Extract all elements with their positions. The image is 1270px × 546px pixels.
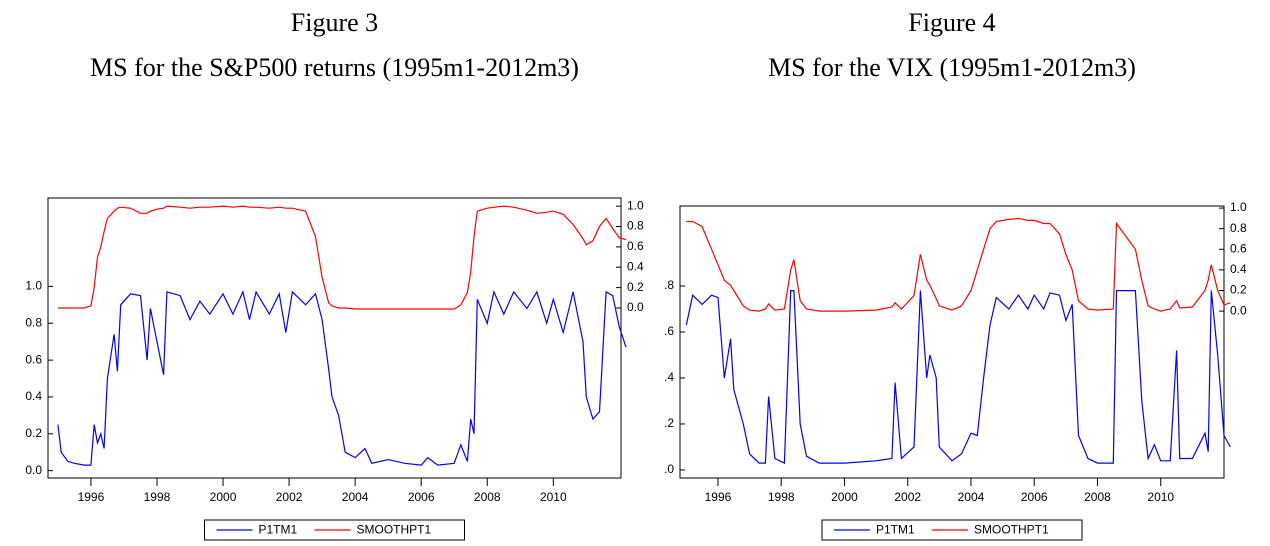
x-tick-label: 2002 [894, 490, 921, 504]
series-line [685, 290, 1231, 465]
y2-tick-label: 0.8 [627, 219, 644, 233]
y2-tick-label: 0.0 [1230, 303, 1247, 317]
legend-label: SMOOTHPT1 [357, 523, 432, 537]
x-tick-label: 2010 [1147, 490, 1174, 504]
y-tick-label: 0.4 [25, 389, 42, 403]
y2-tick-label: 0.8 [1230, 221, 1247, 235]
x-tick-label: 2004 [958, 490, 985, 504]
y2-tick-label: 0.4 [627, 259, 644, 273]
y2-tick-label: 0.4 [1230, 262, 1247, 276]
legend-label: P1TM1 [259, 523, 298, 537]
x-tick-label: 1998 [768, 490, 795, 504]
plot-frame [47, 197, 622, 479]
y-tick-label: .8 [664, 278, 674, 292]
x-tick-label: 2004 [342, 490, 369, 504]
y-tick-label: .6 [664, 324, 674, 338]
chart-title: Figure 4 [908, 8, 995, 37]
y-tick-label: 0.2 [25, 426, 42, 440]
x-tick-label: 1998 [144, 490, 171, 504]
x-tick-label: 2000 [831, 490, 858, 504]
y-tick-label: .2 [664, 416, 674, 430]
series-line [57, 289, 627, 466]
y-tick-label: .0 [664, 462, 674, 476]
x-tick-label: 2008 [1084, 490, 1111, 504]
x-tick-label: 2006 [1021, 490, 1048, 504]
x-tick-label: 2006 [408, 490, 435, 504]
x-tick-label: 2010 [540, 490, 567, 504]
chart-subtitle: MS for the VIX (1995m1-2012m3) [768, 53, 1136, 82]
chart-subtitle: MS for the S&P500 returns (1995m1-2012m3… [90, 53, 579, 82]
y2-tick-label: 0.2 [1230, 283, 1247, 297]
y-tick-label: 1.0 [25, 279, 42, 293]
legend-label: P1TM1 [876, 523, 915, 537]
y-tick-label: 0.8 [25, 315, 42, 329]
x-tick-label: 2008 [474, 490, 501, 504]
series-line [57, 205, 627, 310]
x-tick-label: 2000 [210, 490, 237, 504]
y2-tick-label: 0.6 [1230, 241, 1247, 255]
x-tick-label: 2002 [276, 490, 303, 504]
y2-tick-label: 1.0 [1230, 200, 1247, 214]
legend-label: SMOOTHPT1 [974, 523, 1049, 537]
y2-tick-label: 0.0 [627, 300, 644, 314]
y-tick-label: 0.0 [25, 463, 42, 477]
x-tick-label: 1996 [705, 490, 732, 504]
chart-title: Figure 3 [291, 8, 378, 37]
series-line [686, 217, 1231, 312]
y2-tick-label: 0.6 [627, 239, 644, 253]
y2-tick-label: 0.2 [627, 280, 644, 294]
y-tick-label: .4 [664, 370, 674, 384]
y-tick-label: 0.6 [25, 352, 42, 366]
y2-tick-label: 1.0 [627, 198, 644, 212]
plot-frame [679, 205, 1225, 479]
x-tick-label: 1996 [78, 490, 105, 504]
